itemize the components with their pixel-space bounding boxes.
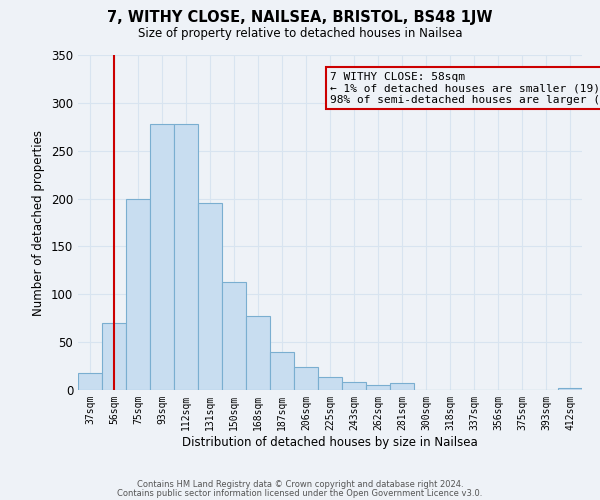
Bar — [270, 352, 294, 390]
Bar — [198, 204, 222, 390]
Text: 7, WITHY CLOSE, NAILSEA, BRISTOL, BS48 1JW: 7, WITHY CLOSE, NAILSEA, BRISTOL, BS48 1… — [107, 10, 493, 25]
Text: 7 WITHY CLOSE: 58sqm
← 1% of detached houses are smaller (19)
98% of semi-detach: 7 WITHY CLOSE: 58sqm ← 1% of detached ho… — [330, 72, 600, 105]
Bar — [318, 376, 342, 390]
Bar — [174, 124, 198, 390]
Bar — [558, 388, 582, 390]
Text: Contains public sector information licensed under the Open Government Licence v3: Contains public sector information licen… — [118, 488, 482, 498]
Bar — [150, 124, 174, 390]
Bar — [342, 382, 366, 390]
Bar — [222, 282, 246, 390]
Text: Size of property relative to detached houses in Nailsea: Size of property relative to detached ho… — [138, 28, 462, 40]
Bar — [126, 198, 150, 390]
Y-axis label: Number of detached properties: Number of detached properties — [32, 130, 46, 316]
Bar — [246, 316, 270, 390]
Bar — [366, 385, 390, 390]
Bar — [294, 367, 318, 390]
Bar — [102, 323, 126, 390]
X-axis label: Distribution of detached houses by size in Nailsea: Distribution of detached houses by size … — [182, 436, 478, 448]
Bar — [390, 384, 414, 390]
Text: Contains HM Land Registry data © Crown copyright and database right 2024.: Contains HM Land Registry data © Crown c… — [137, 480, 463, 489]
Bar — [78, 373, 102, 390]
